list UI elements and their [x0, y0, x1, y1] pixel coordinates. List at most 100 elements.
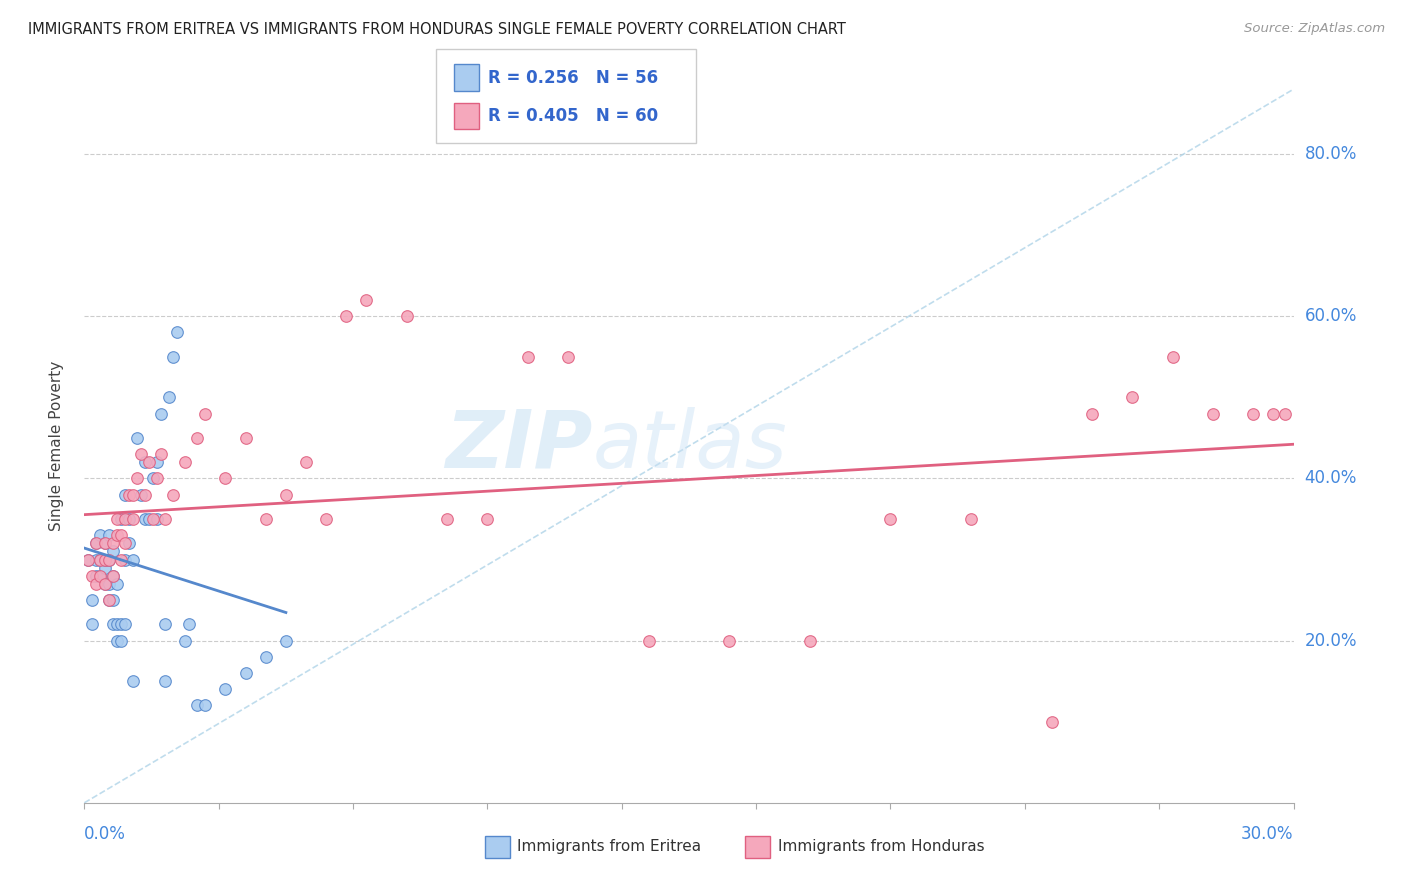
Point	[194, 407, 217, 421]
Point	[235, 666, 257, 681]
Point	[110, 512, 132, 526]
Point	[114, 512, 136, 526]
Point	[179, 617, 201, 632]
Point	[274, 633, 297, 648]
Point	[125, 431, 148, 445]
Point	[166, 326, 188, 340]
Point	[477, 512, 499, 526]
Point	[1040, 714, 1063, 729]
Point	[1081, 407, 1104, 421]
Point	[114, 488, 136, 502]
Point	[395, 310, 418, 324]
Point	[82, 568, 104, 582]
Text: R = 0.256   N = 56: R = 0.256 N = 56	[488, 69, 658, 87]
Text: R = 0.405   N = 60: R = 0.405 N = 60	[488, 107, 658, 125]
Point	[295, 455, 318, 469]
Y-axis label: Single Female Poverty: Single Female Poverty	[49, 361, 63, 531]
Point	[93, 552, 115, 566]
Point	[157, 390, 180, 404]
Text: 40.0%: 40.0%	[1305, 469, 1357, 487]
Point	[162, 488, 184, 502]
Point	[149, 407, 172, 421]
Text: IMMIGRANTS FROM ERITREA VS IMMIGRANTS FROM HONDURAS SINGLE FEMALE POVERTY CORREL: IMMIGRANTS FROM ERITREA VS IMMIGRANTS FR…	[28, 22, 846, 37]
Point	[315, 512, 337, 526]
Point	[335, 310, 357, 324]
Point	[101, 568, 124, 582]
Point	[118, 488, 141, 502]
Point	[1202, 407, 1225, 421]
Point	[105, 512, 128, 526]
Point	[121, 674, 143, 689]
Point	[89, 552, 111, 566]
Point	[101, 617, 124, 632]
Point	[960, 512, 983, 526]
Point	[93, 577, 115, 591]
Point	[235, 431, 257, 445]
Point	[214, 471, 236, 485]
Text: Immigrants from Eritrea: Immigrants from Eritrea	[517, 839, 702, 855]
Point	[89, 528, 111, 542]
Point	[121, 512, 143, 526]
Text: 60.0%: 60.0%	[1305, 307, 1357, 326]
Point	[93, 536, 115, 550]
Point	[146, 455, 169, 469]
Point	[1274, 407, 1296, 421]
Point	[153, 617, 176, 632]
Point	[194, 698, 217, 713]
Point	[557, 350, 579, 364]
Point	[97, 577, 120, 591]
Point	[105, 577, 128, 591]
Point	[86, 568, 108, 582]
Point	[254, 649, 277, 664]
Point	[110, 633, 132, 648]
Point	[89, 568, 111, 582]
Point	[97, 593, 120, 607]
Point	[110, 528, 132, 542]
Point	[121, 488, 143, 502]
Point	[86, 577, 108, 591]
Text: 20.0%: 20.0%	[1305, 632, 1357, 649]
Point	[1241, 407, 1264, 421]
Point	[101, 536, 124, 550]
Point	[129, 447, 152, 461]
Point	[637, 633, 659, 648]
Point	[274, 488, 297, 502]
Text: Immigrants from Honduras: Immigrants from Honduras	[778, 839, 984, 855]
Point	[77, 552, 100, 566]
Point	[799, 633, 821, 648]
Point	[129, 488, 152, 502]
Point	[86, 536, 108, 550]
Point	[114, 536, 136, 550]
Point	[105, 617, 128, 632]
Point	[718, 633, 741, 648]
Point	[436, 512, 458, 526]
Point	[134, 512, 156, 526]
Text: Source: ZipAtlas.com: Source: ZipAtlas.com	[1244, 22, 1385, 36]
Point	[110, 552, 132, 566]
Point	[149, 447, 172, 461]
Point	[82, 593, 104, 607]
Point	[153, 512, 176, 526]
Point	[879, 512, 901, 526]
Point	[146, 471, 169, 485]
Point	[1121, 390, 1143, 404]
Point	[110, 617, 132, 632]
Point	[105, 528, 128, 542]
Point	[101, 544, 124, 558]
Point	[121, 552, 143, 566]
Point	[142, 512, 165, 526]
Point	[153, 674, 176, 689]
Point	[93, 552, 115, 566]
Text: 0.0%: 0.0%	[84, 825, 127, 843]
Point	[97, 552, 120, 566]
Point	[97, 528, 120, 542]
Point	[97, 593, 120, 607]
Point	[174, 455, 197, 469]
Point	[86, 536, 108, 550]
Point	[138, 512, 160, 526]
Point	[93, 577, 115, 591]
Point	[101, 568, 124, 582]
Point	[89, 568, 111, 582]
Point	[114, 552, 136, 566]
Point	[134, 455, 156, 469]
